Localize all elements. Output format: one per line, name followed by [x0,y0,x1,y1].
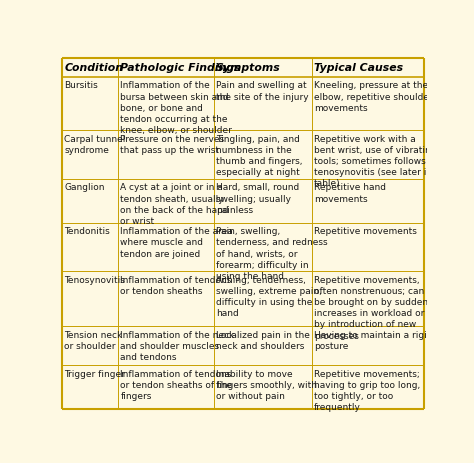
Text: Pressure on the nerves
that pass up the wrist: Pressure on the nerves that pass up the … [120,134,225,155]
Text: Bursitis: Bursitis [64,81,98,90]
Text: Typical Causes: Typical Causes [314,63,403,73]
Text: Tingling, pain, and
numbness in the
thumb and fingers,
especially at night: Tingling, pain, and numbness in the thum… [216,134,303,177]
Text: Inflammation of tendons
or tendon sheaths: Inflammation of tendons or tendon sheath… [120,275,232,295]
Text: Having to maintain a rigid
posture: Having to maintain a rigid posture [314,330,432,350]
Text: Carpal tunnel
syndrome: Carpal tunnel syndrome [64,134,126,155]
Text: Pain, swelling,
tenderness, and redness
of hand, wrists, or
forearm; difficulty : Pain, swelling, tenderness, and redness … [216,227,328,280]
Text: Localized pain in the
neck and shoulders: Localized pain in the neck and shoulders [216,330,310,350]
Text: Repetitive hand
movements: Repetitive hand movements [314,183,386,203]
Text: Pathologic Findings: Pathologic Findings [120,63,241,73]
Text: Pain and swelling at
the site of the injury: Pain and swelling at the site of the inj… [216,81,309,101]
Text: Aching, tenderness,
swelling, extreme pain,
difficulty in using the
hand: Aching, tenderness, swelling, extreme pa… [216,275,322,318]
Text: Tendonitis: Tendonitis [64,227,110,236]
Text: Condition: Condition [64,63,123,73]
Text: Trigger finger: Trigger finger [64,369,125,378]
Text: Inflammation of the neck
and shoulder muscles
and tendons: Inflammation of the neck and shoulder mu… [120,330,235,361]
Text: Repetitive work with a
bent wrist, use of vibrating
tools; sometimes follows
ten: Repetitive work with a bent wrist, use o… [314,134,436,188]
Text: Repetitive movements,
often nonstrenuous; can
be brought on by sudden
increases : Repetitive movements, often nonstrenuous… [314,275,428,340]
Text: A cyst at a joint or in a
tendon sheath, usually
on the back of the hand
or wris: A cyst at a joint or in a tendon sheath,… [120,183,229,225]
Text: Inflammation of the area
where muscle and
tendon are joined: Inflammation of the area where muscle an… [120,227,233,258]
Text: Symptoms: Symptoms [216,63,281,73]
Text: Inflammation of tendons
or tendon sheaths of the
fingers: Inflammation of tendons or tendon sheath… [120,369,232,400]
Text: Tenosynovitis: Tenosynovitis [64,275,125,284]
Text: Tension neck
or shoulder: Tension neck or shoulder [64,330,123,350]
Text: Repetitive movements: Repetitive movements [314,227,417,236]
Text: Hard, small, round
swelling; usually
painless: Hard, small, round swelling; usually pai… [216,183,300,214]
Text: Repetitive movements;
having to grip too long,
too tightly, or too
frequently: Repetitive movements; having to grip too… [314,369,420,411]
Text: Inflammation of the
bursa between skin and
bone, or bone and
tendon occurring at: Inflammation of the bursa between skin a… [120,81,232,135]
Text: Ganglion: Ganglion [64,183,105,192]
Text: Kneeling, pressure at the
elbow, repetitive shoulder
movements: Kneeling, pressure at the elbow, repetit… [314,81,433,113]
Text: Inability to move
fingers smoothly, with
or without pain: Inability to move fingers smoothly, with… [216,369,317,400]
